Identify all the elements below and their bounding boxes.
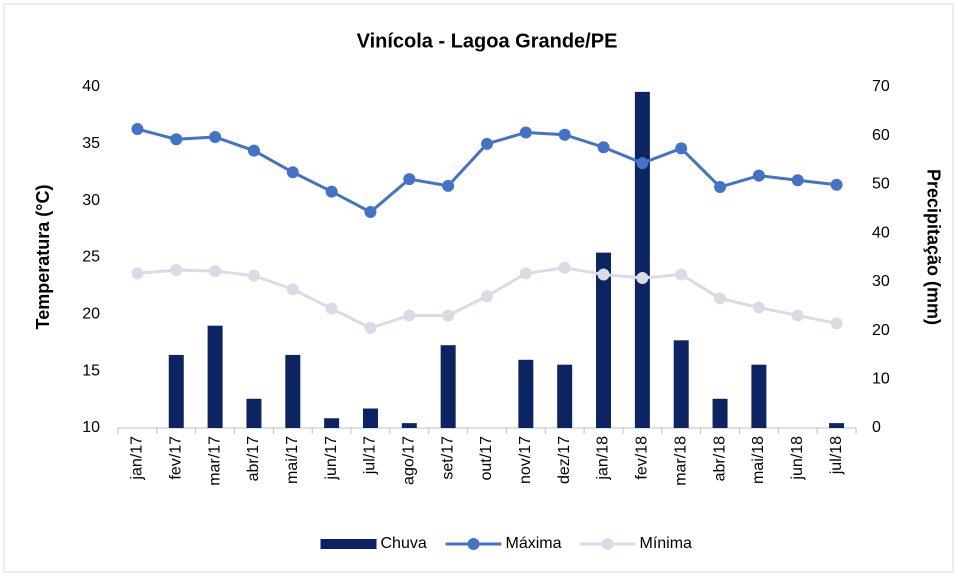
y-axis-label: Temperatura (°C)	[33, 185, 53, 330]
bar	[829, 423, 845, 428]
marker	[403, 309, 416, 322]
bar	[285, 354, 301, 428]
legend-label: Chuva	[381, 535, 427, 552]
y-tick-label: 20	[82, 306, 100, 323]
x-tick-label: fev/18	[634, 436, 651, 480]
marker	[403, 173, 416, 186]
legend-swatch	[467, 538, 480, 550]
bar	[518, 359, 534, 428]
bar	[168, 354, 184, 428]
bar	[362, 408, 378, 428]
bar	[634, 91, 650, 428]
legend-label: Máxima	[506, 535, 562, 552]
bar	[712, 398, 728, 428]
marker	[519, 126, 532, 139]
x-tick-label: jun/18	[789, 436, 806, 481]
x-tick-label: jan/18	[595, 436, 612, 481]
x-tick-label: jul/18	[828, 436, 845, 475]
y-tick-label: 25	[82, 249, 100, 266]
x-tick-label: mai/18	[750, 436, 767, 484]
y-tick-label: 30	[82, 192, 100, 209]
marker	[131, 267, 144, 280]
y-tick-label: 10	[82, 419, 100, 436]
marker	[131, 123, 144, 136]
marker	[636, 157, 649, 170]
marker	[481, 290, 493, 303]
bar	[596, 252, 612, 428]
y2-tick-label: 0	[872, 419, 881, 436]
marker	[752, 301, 765, 314]
marker	[752, 169, 765, 182]
x-tick-label: mai/17	[284, 436, 301, 484]
x-tick-label: jun/17	[323, 436, 340, 481]
bar	[673, 340, 689, 428]
marker	[519, 267, 532, 280]
marker	[597, 268, 610, 281]
marker	[209, 265, 222, 278]
marker	[286, 283, 299, 296]
marker	[675, 268, 688, 281]
y-tick-label: 40	[82, 78, 100, 95]
x-tick-label: set/17	[439, 436, 456, 480]
y2-tick-label: 40	[872, 224, 890, 241]
x-tick-label: mar/17	[206, 436, 223, 486]
marker	[597, 141, 610, 154]
marker	[675, 142, 688, 155]
y-tick-label: 15	[82, 362, 100, 379]
x-tick-label: dez/17	[556, 436, 573, 484]
y2-tick-label: 60	[872, 127, 890, 144]
bar	[440, 345, 456, 428]
bar	[557, 364, 573, 428]
marker	[791, 174, 804, 187]
y2-tick-label: 50	[872, 176, 890, 193]
marker	[442, 309, 455, 322]
marker	[636, 271, 649, 284]
legend-swatch	[601, 538, 614, 550]
x-tick-label: nov/17	[517, 436, 534, 484]
x-tick-label: jul/17	[362, 436, 379, 475]
x-tick-label: fev/17	[167, 436, 184, 480]
x-tick-label: out/17	[478, 436, 495, 481]
bar	[324, 418, 340, 428]
marker	[830, 178, 843, 191]
x-tick-label: mar/18	[672, 436, 689, 486]
y-tick-label: 35	[82, 135, 100, 152]
marker	[714, 181, 727, 194]
legend-swatch	[320, 539, 377, 549]
x-tick-label: ago/17	[401, 436, 418, 485]
legend-label: Mínima	[640, 535, 693, 552]
marker	[830, 317, 843, 330]
marker	[442, 179, 455, 192]
marker	[170, 264, 183, 277]
marker	[714, 292, 727, 305]
marker	[170, 133, 183, 146]
marker	[558, 261, 571, 274]
y2-tick-label: 20	[872, 322, 890, 339]
marker	[791, 309, 804, 322]
bar	[207, 325, 223, 428]
marker	[286, 166, 299, 179]
marker	[364, 321, 377, 334]
chart-title: Vinícola - Lagoa Grande/PE	[357, 30, 618, 52]
bar	[246, 398, 262, 428]
chart-border	[3, 3, 954, 573]
y2-tick-label: 30	[872, 273, 890, 290]
bar	[751, 364, 767, 428]
x-tick-label: jan/17	[129, 436, 146, 481]
y2-axis-label: Precipitação (mm)	[923, 169, 943, 325]
marker	[364, 206, 377, 219]
bar	[401, 423, 417, 428]
marker	[325, 185, 338, 198]
marker	[558, 128, 571, 141]
x-tick-label: abr/17	[245, 436, 262, 481]
marker	[325, 302, 338, 315]
x-tick-label: abr/18	[711, 436, 728, 481]
marker	[209, 131, 222, 144]
marker	[247, 269, 260, 282]
marker	[247, 144, 260, 157]
marker	[481, 137, 493, 150]
y2-tick-label: 10	[872, 371, 890, 388]
y2-tick-label: 70	[872, 78, 890, 95]
